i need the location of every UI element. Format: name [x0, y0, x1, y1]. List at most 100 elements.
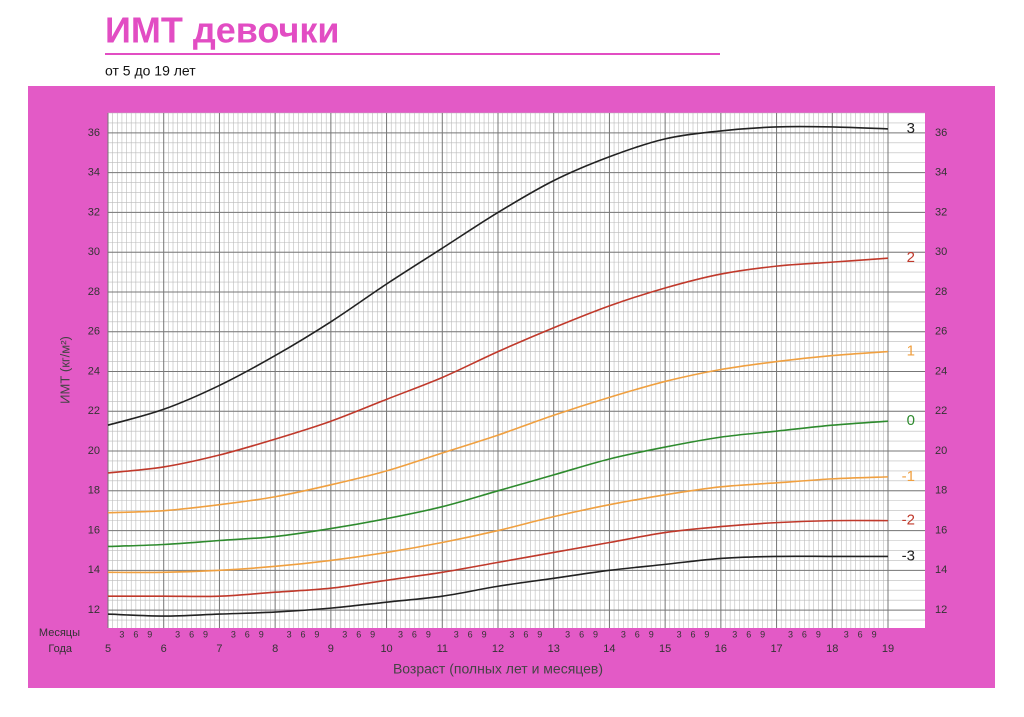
chart-subtitle: от 5 до 19 лет: [105, 63, 196, 79]
month-tick-label: 6: [858, 629, 863, 639]
y-tick-label-right: 12: [935, 604, 947, 616]
months-row-label: Месяцы: [39, 627, 80, 639]
x-tick-label: 11: [437, 643, 448, 655]
x-tick-label: 6: [161, 643, 167, 655]
y-tick-label: 16: [88, 524, 100, 536]
curve: [107, 555, 888, 617]
x-tick-label: 16: [715, 643, 727, 655]
curve: [107, 420, 889, 548]
month-tick-label: 3: [231, 629, 236, 639]
x-tick-label: 10: [380, 643, 392, 655]
month-tick-label: 9: [704, 629, 709, 639]
month-tick-label: 3: [119, 629, 124, 639]
curve: [108, 519, 889, 598]
y-tick-label: 20: [88, 445, 100, 457]
y-tick-label-right: 26: [935, 326, 947, 338]
month-tick-label: 9: [259, 629, 264, 639]
x-tick-label: 13: [548, 643, 560, 655]
y-tick-label: 14: [88, 564, 100, 576]
month-tick-label: 9: [760, 629, 765, 639]
years-row-label: Года: [48, 643, 73, 655]
y-tick-label-right: 34: [935, 167, 947, 179]
x-tick-label: 7: [216, 643, 222, 655]
x-tick-label: 18: [826, 643, 838, 655]
month-tick-label: 9: [482, 629, 487, 639]
x-axis-label: Возраст (полных лет и месяцев): [393, 661, 603, 677]
month-tick-label: 3: [454, 629, 459, 639]
month-tick-label: 6: [802, 629, 807, 639]
x-tick-label: 14: [603, 643, 615, 655]
month-tick-label: 6: [690, 629, 695, 639]
curve-label: -1: [902, 468, 915, 485]
month-tick-label: 3: [844, 629, 849, 639]
month-tick-label: 6: [579, 629, 584, 639]
month-tick-label: 6: [523, 629, 528, 639]
x-tick-label: 9: [328, 643, 334, 655]
y-axis-label: ИМТ (кг/м²): [57, 336, 72, 404]
x-tick-label: 19: [882, 643, 894, 655]
month-tick-label: 3: [788, 629, 793, 639]
month-tick-label: 3: [287, 629, 292, 639]
month-tick-label: 3: [732, 629, 737, 639]
y-tick-label-right: 14: [935, 564, 947, 576]
month-tick-label: 3: [398, 629, 403, 639]
month-tick-label: 3: [509, 629, 514, 639]
curve-label: 1: [907, 343, 915, 360]
month-tick-label: 9: [147, 629, 152, 639]
month-tick-label: 9: [872, 629, 877, 639]
x-tick-label: 5: [105, 643, 111, 655]
y-tick-label: 18: [88, 485, 100, 497]
month-tick-label: 6: [189, 629, 194, 639]
month-tick-label: 3: [342, 629, 347, 639]
month-tick-label: 9: [370, 629, 375, 639]
month-tick-label: 3: [621, 629, 626, 639]
month-tick-label: 9: [649, 629, 654, 639]
month-tick-label: 6: [356, 629, 361, 639]
month-tick-label: 9: [203, 629, 208, 639]
y-tick-label: 30: [88, 246, 100, 258]
month-tick-label: 6: [412, 629, 417, 639]
y-tick-label-right: 16: [935, 524, 947, 536]
month-tick-label: 3: [677, 629, 682, 639]
month-tick-label: 9: [816, 629, 821, 639]
month-tick-label: 6: [133, 629, 138, 639]
y-tick-label: 12: [88, 604, 100, 616]
y-tick-label: 32: [88, 206, 100, 218]
y-tick-label: 24: [88, 365, 100, 377]
grid: [107, 112, 925, 628]
y-tick-label: 22: [88, 405, 100, 417]
y-tick-label-right: 36: [935, 127, 947, 139]
y-tick-label-right: 20: [935, 445, 947, 457]
y-tick-label: 28: [88, 286, 100, 298]
month-tick-label: 6: [245, 629, 250, 639]
month-tick-label: 6: [468, 629, 473, 639]
x-tick-label: 15: [659, 643, 671, 655]
month-tick-label: 9: [593, 629, 598, 639]
month-tick-label: 9: [314, 629, 319, 639]
y-tick-label-right: 32: [935, 206, 947, 218]
y-tick-label: 36: [88, 127, 100, 139]
y-tick-label-right: 22: [935, 405, 947, 417]
curve-label: 0: [907, 412, 915, 429]
chart-title: ИМТ девочки: [105, 10, 340, 51]
x-tick-label: 8: [272, 643, 278, 655]
y-tick-label: 34: [88, 167, 100, 179]
month-tick-label: 9: [537, 629, 542, 639]
curve-label: 3: [907, 120, 915, 137]
curve-label: 2: [907, 249, 915, 266]
curve: [107, 476, 889, 574]
curve-label: -3: [902, 547, 915, 564]
x-tick-label: 12: [492, 643, 504, 655]
month-tick-label: 6: [635, 629, 640, 639]
y-tick-label-right: 24: [935, 365, 947, 377]
curve: [107, 350, 889, 514]
x-tick-label: 17: [770, 643, 782, 655]
month-tick-label: 3: [175, 629, 180, 639]
y-tick-label-right: 28: [935, 286, 947, 298]
month-tick-label: 6: [300, 629, 305, 639]
y-tick-label-right: 30: [935, 246, 947, 258]
curve: [107, 257, 889, 474]
month-tick-label: 9: [426, 629, 431, 639]
